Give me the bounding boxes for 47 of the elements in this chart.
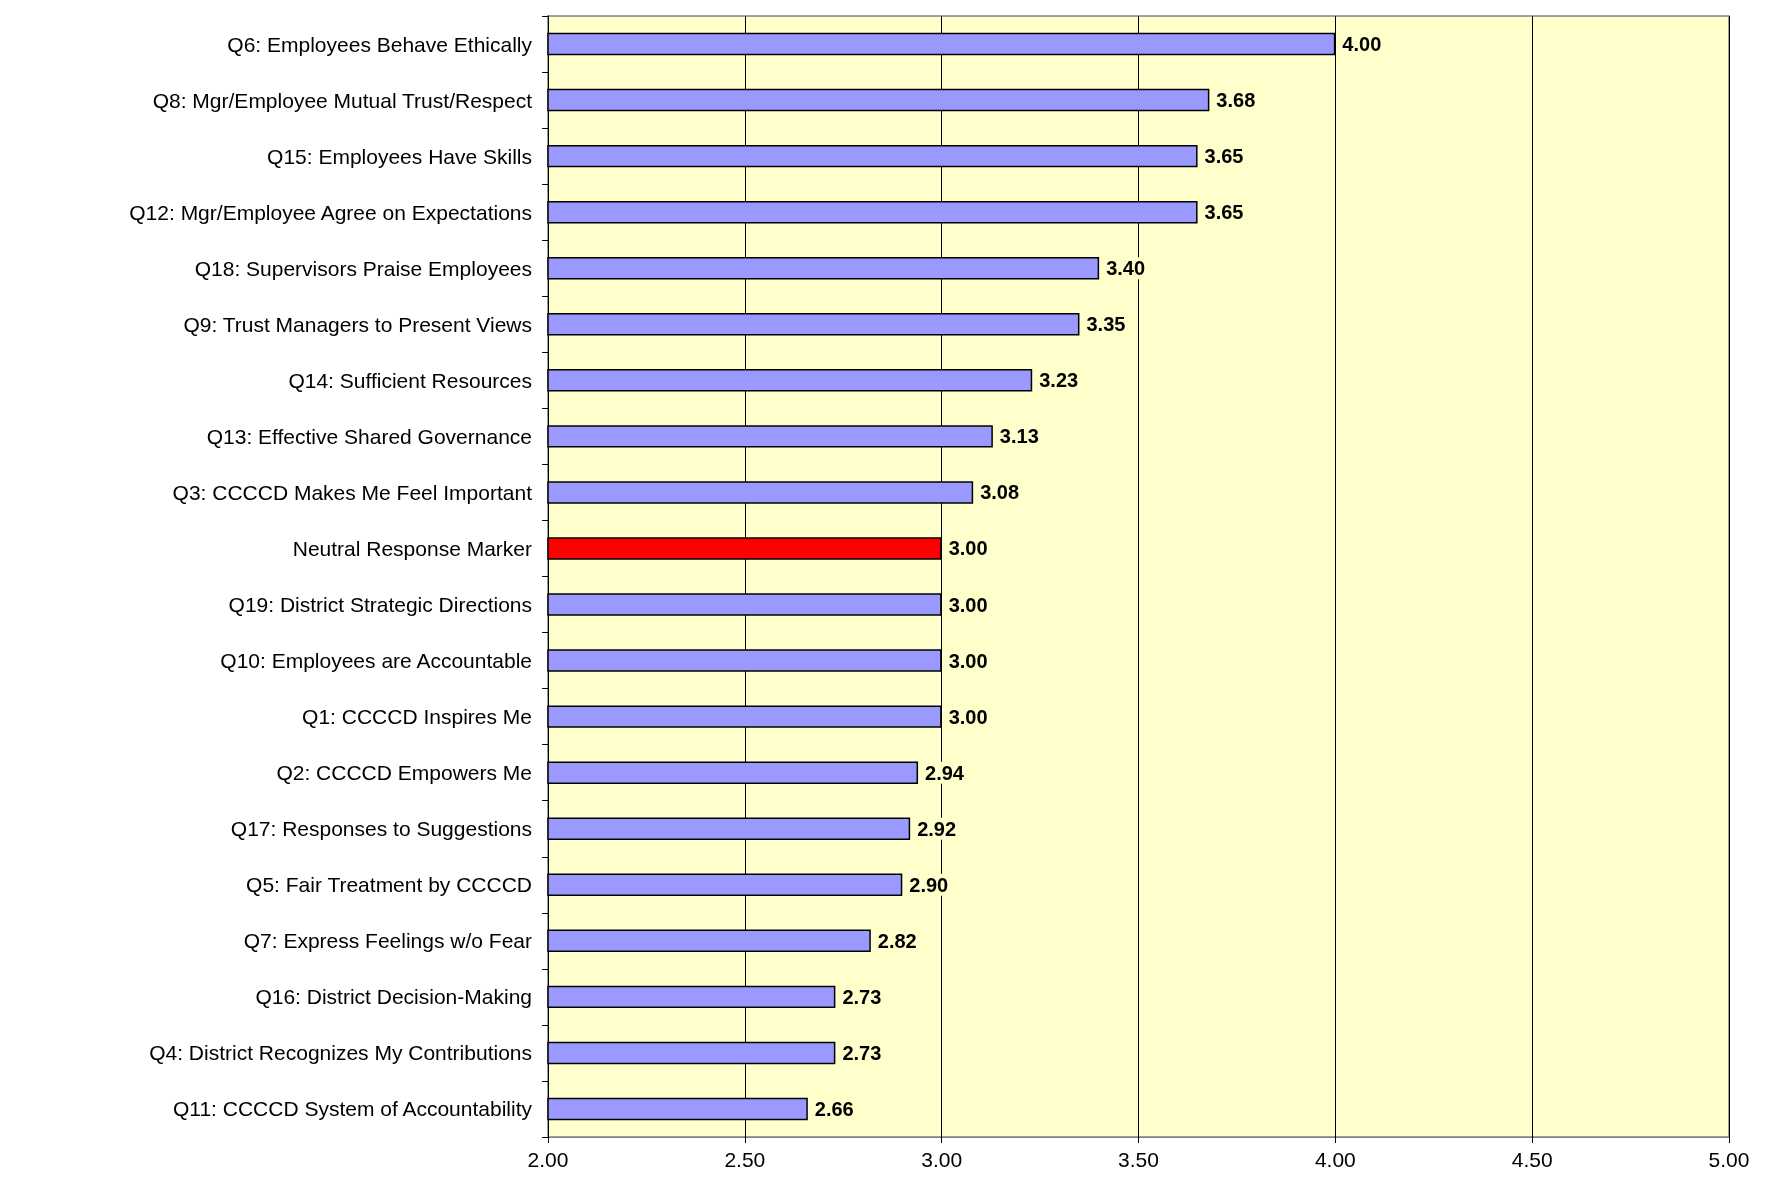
data-label: 3.00 (948, 649, 988, 672)
y-tick-label: Q13: Effective Shared Governance (206, 424, 532, 448)
y-tick-label: Q1: CCCCD Inspires Me (302, 705, 532, 729)
data-label: 3.00 (948, 705, 988, 728)
y-tick-label: Q19: District Strategic Directions (228, 593, 532, 617)
y-tick-label: Q10: Employees are Accountable (220, 649, 532, 673)
y-tick-label: Q16: District Decision-Making (255, 985, 532, 1009)
x-tick-label: 3.50 (1118, 1148, 1159, 1171)
y-tick-label: Neutral Response Marker (292, 536, 533, 560)
data-label: 2.66 (814, 1097, 854, 1120)
data-label: 3.65 (1204, 201, 1244, 224)
y-tick-label: Q4: District Recognizes My Contributions (149, 1041, 532, 1065)
data-label: 2.90 (909, 873, 949, 896)
y-tick-label: Q18: Supervisors Praise Employees (194, 256, 532, 280)
data-label: 3.00 (948, 537, 988, 560)
y-tick-label: Q3: CCCCD Makes Me Feel Important (172, 480, 533, 504)
data-label: 4.00 (1342, 33, 1382, 56)
y-tick-label: Q11: CCCCD System of Accountability (172, 1097, 533, 1121)
data-label: 3.40 (1106, 257, 1146, 280)
data-label: 3.00 (948, 593, 988, 616)
y-tick-label: Q15: Employees Have Skills (267, 144, 532, 168)
x-tick-label: 5.00 (1708, 1148, 1750, 1171)
data-label: 3.08 (980, 481, 1020, 504)
data-label: 3.68 (1216, 89, 1256, 112)
x-tick-label: 2.50 (724, 1148, 766, 1171)
data-label: 2.92 (917, 817, 957, 840)
data-label: 2.94 (925, 761, 965, 784)
x-tick-label: 4.50 (1511, 1148, 1553, 1171)
y-tick-label: Q9: Trust Managers to Present Views (183, 312, 532, 336)
data-label: 3.35 (1086, 313, 1126, 336)
data-label: 2.73 (842, 1041, 882, 1064)
x-tick-label: 2.00 (527, 1148, 569, 1171)
y-tick-label: Q14: Sufficient Resources (288, 368, 532, 392)
data-label: 2.73 (842, 985, 882, 1008)
data-label: 3.23 (1039, 369, 1079, 392)
y-tick-label: Q7: Express Feelings w/o Fear (243, 929, 532, 953)
data-label: 3.13 (999, 425, 1039, 448)
x-tick-label: 4.00 (1314, 1148, 1356, 1171)
data-label: 3.65 (1204, 145, 1244, 168)
data-label: 2.82 (877, 929, 917, 952)
x-tick-label: 3.00 (921, 1148, 963, 1171)
y-tick-label: Q6: Employees Behave Ethically (227, 32, 533, 56)
y-tick-label: Q5: Fair Treatment by CCCCD (246, 873, 532, 897)
y-tick-label: Q8: Mgr/Employee Mutual Trust/Respect (152, 88, 533, 112)
y-tick-label: Q17: Responses to Suggestions (230, 817, 532, 841)
y-tick-label: Q12: Mgr/Employee Agree on Expectations (129, 200, 532, 224)
y-tick-label: Q2: CCCCD Empowers Me (276, 761, 532, 785)
